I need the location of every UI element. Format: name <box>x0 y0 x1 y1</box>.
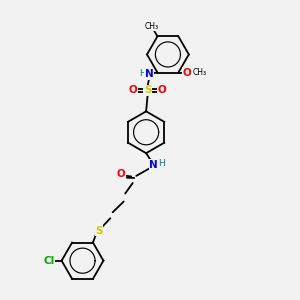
Text: N: N <box>145 69 154 79</box>
Text: S: S <box>144 85 152 95</box>
Text: H: H <box>139 69 146 78</box>
Text: CH₃: CH₃ <box>192 68 206 77</box>
Text: H: H <box>159 158 165 167</box>
Text: O: O <box>182 68 191 77</box>
Text: N: N <box>149 160 158 170</box>
Text: S: S <box>95 226 103 236</box>
Text: O: O <box>129 85 138 95</box>
Text: Cl: Cl <box>44 256 55 266</box>
Text: CH₃: CH₃ <box>145 22 159 31</box>
Text: O: O <box>158 85 166 95</box>
Text: O: O <box>117 169 126 179</box>
